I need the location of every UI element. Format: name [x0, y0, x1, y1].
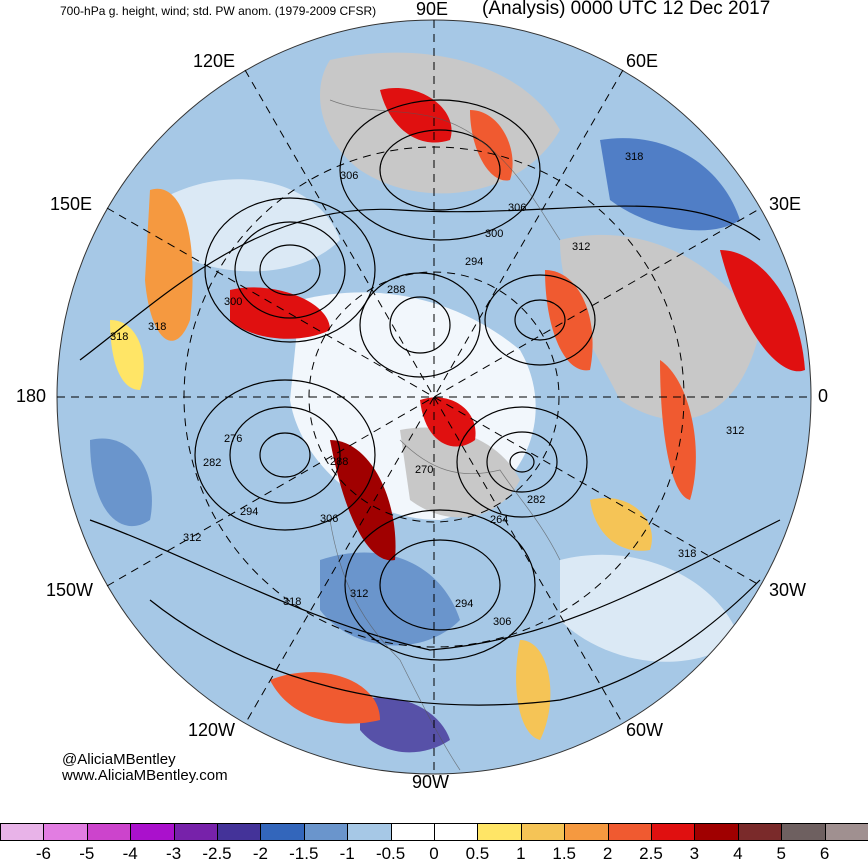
lon-label-90e: 90E: [416, 0, 449, 19]
lon-label-0: 0: [818, 386, 829, 406]
colorbar-swatch: [520, 823, 566, 841]
colorbar-label: 0.5: [465, 844, 490, 863]
contour-label: 306: [493, 616, 511, 628]
analysis-time: (Analysis) 0000 UTC 12 Dec 2017: [482, 0, 771, 19]
colorbar-label: -0.5: [375, 844, 406, 863]
colorbar-swatch: [0, 823, 45, 841]
colorbar-swatch: [781, 823, 826, 841]
contour-label: 270: [415, 464, 433, 476]
colorbar-swatch: [43, 823, 88, 841]
colorbar-swatch: [477, 823, 522, 841]
colorbar-label: -5: [79, 844, 95, 863]
colorbar-label: -2.5: [202, 844, 232, 863]
colorbar-swatch: [347, 823, 392, 841]
lon-label-120e: 120E: [193, 51, 236, 71]
contour-label: 294: [465, 256, 483, 268]
colorbar: -6 -5 -4 -3 -2.5 -2 -1.5 -1 -0.5 0 0.5 1 1.5 2 2.5 3 4 5 6: [0, 823, 868, 865]
colorbar-label: 2: [602, 844, 613, 863]
lon-label-60w: 60W: [626, 720, 664, 740]
lon-label-60e: 60E: [626, 51, 659, 71]
contour-label: 318: [148, 321, 166, 333]
contour-label: 276: [224, 433, 242, 445]
colorbar-swatch: [260, 823, 305, 841]
colorbar-label: 1.5: [552, 844, 576, 863]
contour-label: 306: [320, 513, 338, 525]
credit-handle: @AliciaMBentley: [62, 751, 176, 768]
colorbar-label: -3: [166, 844, 182, 863]
colorbar-swatch: [607, 823, 652, 841]
colorbar-label: 4: [733, 844, 743, 863]
credit-website: www.AliciaMBentley.com: [62, 767, 228, 784]
contour-label: 288: [387, 284, 405, 296]
contour-label: 300: [224, 296, 242, 308]
contour-label: 282: [203, 457, 221, 469]
colorbar-swatch: [824, 823, 868, 841]
polar-map: 318 306 300 294 288 312 300 318 276 282 …: [56, 19, 812, 775]
contour-label: 306: [508, 202, 526, 214]
colorbar-label: -1: [339, 844, 355, 863]
colorbar-label: 1: [516, 844, 526, 863]
colorbar-swatch: [390, 823, 435, 841]
colorbar-swatch: [434, 823, 479, 841]
colorbar-swatch: [173, 823, 218, 841]
lon-label-150w: 150W: [46, 580, 94, 600]
lon-label-90w: 90W: [412, 772, 450, 792]
colorbar-swatch: [86, 823, 132, 841]
contour-label: 312: [183, 532, 201, 544]
colorbar-swatch: [564, 823, 609, 841]
lon-label-150e: 150E: [50, 194, 93, 214]
colorbar-swatch: [694, 823, 739, 841]
colorbar-swatch: [651, 823, 696, 841]
colorbar-swatch: [130, 823, 175, 841]
colorbar-label: -4: [122, 844, 138, 863]
contour-label: 318: [110, 331, 128, 343]
colorbar-swatch: [303, 823, 349, 841]
contour-label: 282: [527, 494, 545, 506]
colorbar-swatch: [737, 823, 783, 841]
contour-label: 318: [678, 548, 696, 560]
colorbar-label: -6: [35, 844, 51, 863]
colorbar-label: 0: [429, 844, 439, 863]
contour-label: 318: [283, 596, 301, 608]
contour-label: 294: [455, 598, 473, 610]
contour-label: 300: [485, 228, 503, 240]
colorbar-label: 5: [776, 844, 786, 863]
contour-label: 264: [490, 514, 508, 526]
contour-label: 312: [726, 425, 744, 437]
graticule: [56, 19, 812, 775]
contour-label: 312: [572, 241, 590, 253]
colorbar-swatch: [217, 823, 262, 841]
lon-label-120w: 120W: [188, 720, 236, 740]
colorbar-label: -2: [252, 844, 268, 863]
colorbar-label: 2.5: [639, 844, 663, 863]
contour-label-group: 318 306 300 294 288 312 300 318 276 282 …: [110, 151, 744, 628]
colorbar-label: 3: [689, 844, 700, 863]
contour-label: 318: [625, 151, 643, 163]
lon-label-30e: 30E: [769, 194, 802, 214]
colorbar-label: -1.5: [289, 844, 319, 863]
contour-label: 312: [350, 588, 368, 600]
contour-label: 294: [240, 506, 258, 518]
contour-label: 288: [330, 456, 348, 468]
map-disc: [57, 20, 811, 774]
product-title: 700-hPa g. height, wind; std. PW anom. (…: [60, 4, 377, 18]
lon-label-30w: 30W: [769, 580, 807, 600]
colorbar-label: 6: [819, 844, 830, 863]
contour-label: 306: [340, 170, 358, 182]
lon-label-180: 180: [16, 386, 47, 406]
